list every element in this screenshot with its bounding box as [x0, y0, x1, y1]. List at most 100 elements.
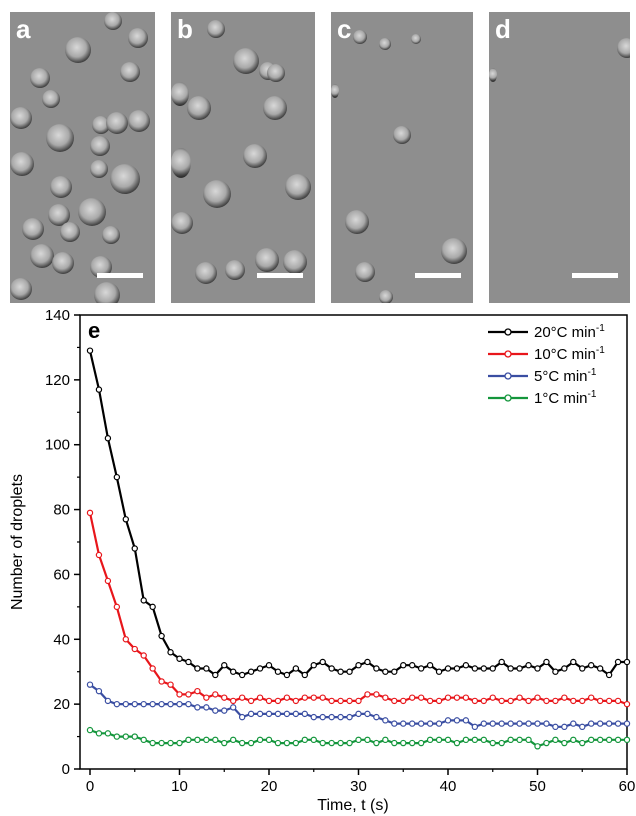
- plot-area: [79, 314, 628, 770]
- droplet: [102, 226, 120, 244]
- data-point: [596, 720, 604, 727]
- data-point: [274, 739, 282, 747]
- x-tick-label: 60: [619, 778, 636, 795]
- data-point: [238, 694, 246, 701]
- micrograph-panel-b: b: [171, 12, 315, 303]
- y-axis-label: Number of droplets: [9, 474, 26, 610]
- data-point: [373, 665, 380, 672]
- data-point: [525, 697, 532, 705]
- data-point: [131, 700, 138, 708]
- x-tick-label: 30: [350, 778, 367, 795]
- data-point: [176, 700, 183, 708]
- droplet: [90, 136, 110, 156]
- data-point: [185, 700, 192, 708]
- scale-bar: [97, 273, 143, 278]
- legend-label-exponent: -1: [596, 345, 605, 356]
- droplet: [42, 90, 60, 108]
- data-point: [543, 720, 550, 727]
- droplet: [46, 124, 74, 152]
- data-point: [203, 694, 210, 701]
- data-point: [355, 662, 362, 669]
- data-point: [444, 736, 452, 744]
- data-point: [373, 713, 380, 721]
- micrograph-panel-c: c: [331, 12, 473, 303]
- data-point: [274, 710, 282, 718]
- droplet: [90, 160, 108, 178]
- droplet: [411, 34, 421, 44]
- data-point: [212, 691, 219, 698]
- data-point: [489, 694, 496, 701]
- data-point: [489, 665, 496, 672]
- data-point: [489, 739, 496, 747]
- data-point: [570, 697, 577, 705]
- data-point: [113, 700, 121, 708]
- data-point: [113, 603, 121, 611]
- data-point: [229, 668, 237, 675]
- data-point: [185, 658, 192, 666]
- data-point: [238, 713, 246, 721]
- series-0: [86, 347, 631, 679]
- data-point: [623, 736, 631, 744]
- legend-item: 5°C min-1: [488, 367, 597, 385]
- data-point: [149, 700, 156, 708]
- data-point: [453, 665, 461, 672]
- legend-label-text: 1°C min: [534, 390, 588, 407]
- data-point: [579, 739, 586, 747]
- data-point: [229, 697, 237, 705]
- data-point: [337, 739, 344, 747]
- y-tick-label: 60: [53, 566, 70, 583]
- legend-marker: [504, 328, 512, 336]
- data-point: [229, 736, 237, 744]
- data-point: [400, 720, 407, 727]
- data-point: [113, 733, 121, 740]
- legend-label: 10°C min-1: [534, 345, 605, 363]
- x-tick-label: 40: [440, 778, 457, 795]
- data-point: [579, 697, 586, 705]
- droplet: [10, 152, 34, 176]
- data-point: [301, 710, 308, 718]
- data-point: [605, 720, 613, 727]
- data-point: [346, 668, 353, 675]
- data-point: [417, 694, 425, 701]
- data-point: [507, 665, 514, 672]
- data-point: [131, 545, 138, 552]
- data-point: [435, 720, 443, 727]
- data-point: [400, 662, 407, 669]
- data-point: [435, 668, 443, 675]
- series-1: [86, 509, 631, 708]
- data-point: [588, 662, 595, 669]
- droplet: [30, 68, 50, 88]
- droplet: [617, 38, 630, 58]
- data-point: [525, 720, 532, 727]
- data-point: [570, 720, 577, 727]
- droplet: [110, 164, 140, 194]
- data-point: [247, 668, 255, 675]
- data-point: [212, 671, 219, 679]
- data-point: [283, 671, 291, 679]
- data-point: [86, 509, 94, 517]
- data-point: [140, 652, 147, 659]
- data-point: [382, 668, 389, 675]
- micrograph-panel-a: a: [10, 12, 155, 303]
- data-point: [453, 694, 461, 701]
- data-point: [256, 694, 264, 701]
- data-point: [256, 736, 264, 744]
- scale-bar: [572, 273, 618, 278]
- data-point: [149, 603, 156, 611]
- droplet: [94, 282, 120, 303]
- data-point: [364, 710, 371, 718]
- data-point: [444, 694, 452, 701]
- data-point: [212, 736, 219, 744]
- data-point: [516, 720, 523, 727]
- data-point: [176, 691, 183, 698]
- data-point: [561, 723, 568, 731]
- data-point: [480, 720, 487, 727]
- data-point: [167, 739, 174, 747]
- data-point: [310, 694, 317, 701]
- data-point: [158, 739, 165, 747]
- droplet: [106, 112, 128, 134]
- data-point: [462, 694, 470, 701]
- x-tick-label: 0: [86, 778, 94, 795]
- data-point: [426, 662, 434, 669]
- panel-label-c: c: [337, 14, 352, 44]
